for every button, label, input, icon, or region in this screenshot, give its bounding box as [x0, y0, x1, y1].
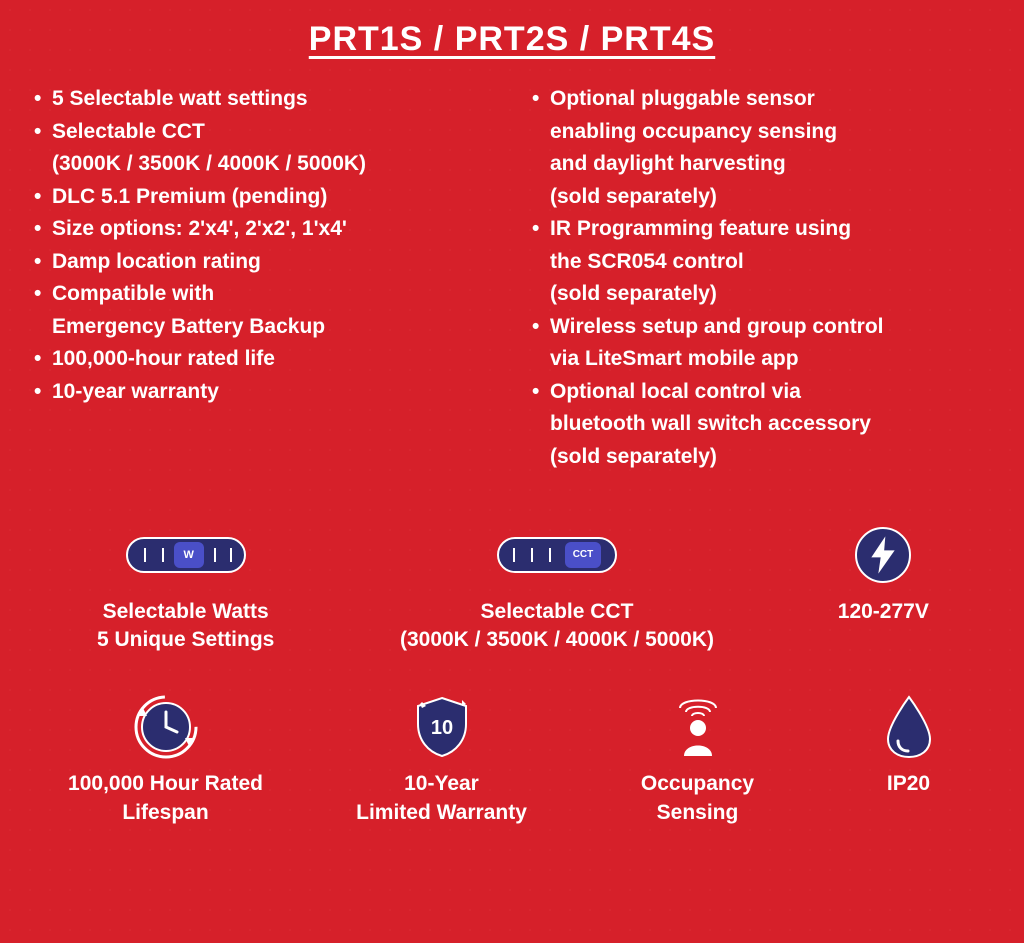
- bullet-item-continuation: and daylight harvesting: [532, 148, 990, 181]
- bullet-item: 5 Selectable watt settings: [34, 83, 492, 116]
- bullet-item: Selectable CCT: [34, 116, 492, 149]
- feature-selectable-watts: W Selectable Watts5 Unique Settings: [56, 522, 316, 655]
- feature-lifespan: 100,000 Hour RatedLifespan: [46, 694, 286, 827]
- page: PRT1S / PRT2S / PRT4S 5 Selectable watt …: [0, 0, 1024, 827]
- feature-warranty: 10 10-YearLimited Warranty: [327, 694, 557, 827]
- bullet-item: 10-year warranty: [34, 376, 492, 409]
- bullet-item-continuation: (sold separately): [532, 441, 990, 474]
- bullet-item: Damp location rating: [34, 246, 492, 279]
- right-column: Optional pluggable sensorenabling occupa…: [532, 83, 990, 474]
- switch-cct-icon: CCT: [497, 522, 617, 588]
- bullet-item: DLC 5.1 Premium (pending): [34, 181, 492, 214]
- features-row-1: W Selectable Watts5 Unique Settings CCT …: [30, 522, 994, 655]
- feature-label: OccupancySensing: [641, 770, 754, 827]
- occupancy-icon: [670, 694, 726, 760]
- bullet-item: 100,000-hour rated life: [34, 343, 492, 376]
- bullet-item-continuation: the SCR054 control: [532, 246, 990, 279]
- bolt-icon: [855, 522, 911, 588]
- feature-occupancy: OccupancySensing: [598, 694, 798, 827]
- feature-label: 100,000 Hour RatedLifespan: [68, 770, 263, 827]
- droplet-icon: [884, 694, 934, 760]
- bullet-item: Optional pluggable sensor: [532, 83, 990, 116]
- bullet-item: IR Programming feature using: [532, 213, 990, 246]
- bullet-item-continuation: via LiteSmart mobile app: [532, 343, 990, 376]
- bullet-item-continuation: bluetooth wall switch accessory: [532, 408, 990, 441]
- feature-ip20: IP20: [839, 694, 979, 798]
- bullet-item: Compatible with: [34, 278, 492, 311]
- feature-selectable-cct: CCT Selectable CCT(3000K / 3500K / 4000K…: [377, 522, 737, 655]
- features-row-2: 100,000 Hour RatedLifespan 10 10-YearLim…: [30, 694, 994, 827]
- bullet-item: Size options: 2'x4', 2'x2', 1'x4': [34, 213, 492, 246]
- feature-label: Selectable Watts5 Unique Settings: [97, 598, 274, 655]
- left-bullet-list: 5 Selectable watt settingsSelectable CCT…: [34, 83, 492, 408]
- switch-watts-icon: W: [126, 522, 246, 588]
- bullet-item: Wireless setup and group control: [532, 311, 990, 344]
- bullet-item-continuation: Emergency Battery Backup: [34, 311, 492, 344]
- svg-text:10: 10: [430, 717, 452, 739]
- bullet-item: Optional local control via: [532, 376, 990, 409]
- feature-label: 120-277V: [838, 598, 929, 626]
- bullet-item-continuation: enabling occupancy sensing: [532, 116, 990, 149]
- feature-label: IP20: [887, 770, 930, 798]
- bullet-item-continuation: (3000K / 3500K / 4000K / 5000K): [34, 148, 492, 181]
- bullet-columns: 5 Selectable watt settingsSelectable CCT…: [30, 83, 994, 474]
- bullet-item-continuation: (sold separately): [532, 181, 990, 214]
- right-bullet-list: Optional pluggable sensorenabling occupa…: [532, 83, 990, 474]
- feature-label: Selectable CCT(3000K / 3500K / 4000K / 5…: [400, 598, 714, 655]
- feature-voltage: 120-277V: [798, 522, 968, 626]
- clock-icon: [133, 694, 199, 760]
- left-column: 5 Selectable watt settingsSelectable CCT…: [34, 83, 492, 474]
- shield-icon: 10: [412, 694, 472, 760]
- bullet-item-continuation: (sold separately): [532, 278, 990, 311]
- page-title: PRT1S / PRT2S / PRT4S: [30, 20, 994, 59]
- feature-label: 10-YearLimited Warranty: [356, 770, 527, 827]
